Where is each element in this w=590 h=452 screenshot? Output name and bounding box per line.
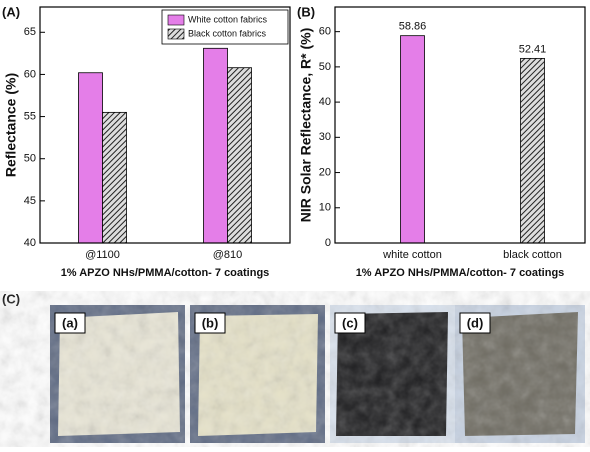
panel-label: (B) — [297, 4, 315, 19]
y-tick-label: 55 — [24, 110, 36, 122]
x-axis-label: 1% APZO NHs/PMMA/cotton- 7 coatings — [61, 267, 270, 279]
y-tick-label: 20 — [319, 166, 331, 178]
value-label: 58.86 — [399, 21, 427, 33]
label-box — [459, 312, 491, 334]
bar — [102, 111, 127, 244]
y-tick-label: 50 — [24, 153, 36, 165]
y-tick-label: 40 — [319, 96, 331, 108]
legend-label: Black cotton fabrics — [188, 28, 267, 38]
label-box — [194, 312, 226, 334]
legend-label: White cotton fabrics — [188, 14, 268, 24]
photo-label: (b) — [202, 315, 219, 330]
photo-label: (d) — [467, 315, 484, 330]
y-axis-label: Reflectance (%) — [3, 73, 19, 177]
photo-label: (a) — [62, 315, 78, 330]
y-tick-label: 50 — [319, 61, 331, 73]
bar — [78, 72, 103, 244]
label-box — [334, 312, 366, 334]
photo-label: (c) — [342, 315, 358, 330]
bar — [203, 47, 228, 244]
y-tick-label: 60 — [319, 26, 331, 38]
value-label: 52.41 — [519, 43, 547, 55]
y-tick-label: 60 — [24, 68, 36, 80]
legend-swatch — [167, 28, 185, 40]
bar — [400, 35, 425, 244]
y-tick-label: 65 — [24, 26, 36, 38]
y-tick-label: 30 — [319, 131, 331, 143]
bar — [520, 57, 545, 244]
plot-frame — [334, 6, 586, 244]
bar — [227, 67, 252, 244]
panel-label: (C) — [2, 291, 20, 306]
plot-frame — [39, 6, 291, 244]
y-axis-label: NIR Solar Reflectance, R* (%) — [298, 28, 314, 223]
x-tick-label: @1100 — [85, 249, 120, 261]
texture — [50, 305, 585, 443]
y-tick-label: 45 — [24, 195, 36, 207]
y-tick-label: 10 — [319, 202, 331, 214]
x-axis-label: 1% APZO NHs/PMMA/cotton- 7 coatings — [356, 267, 565, 279]
x-tick-label: white cotton — [382, 249, 442, 261]
photo-panel: (C) — [2, 291, 585, 443]
x-tick-label: black cotton — [503, 249, 562, 261]
panel-label: (A) — [2, 4, 20, 19]
y-tick-label: 0 — [325, 237, 331, 249]
x-tick-label: @810 — [213, 249, 243, 261]
label-box — [54, 312, 86, 334]
legend-swatch — [167, 14, 185, 26]
y-tick-label: 40 — [24, 237, 36, 249]
